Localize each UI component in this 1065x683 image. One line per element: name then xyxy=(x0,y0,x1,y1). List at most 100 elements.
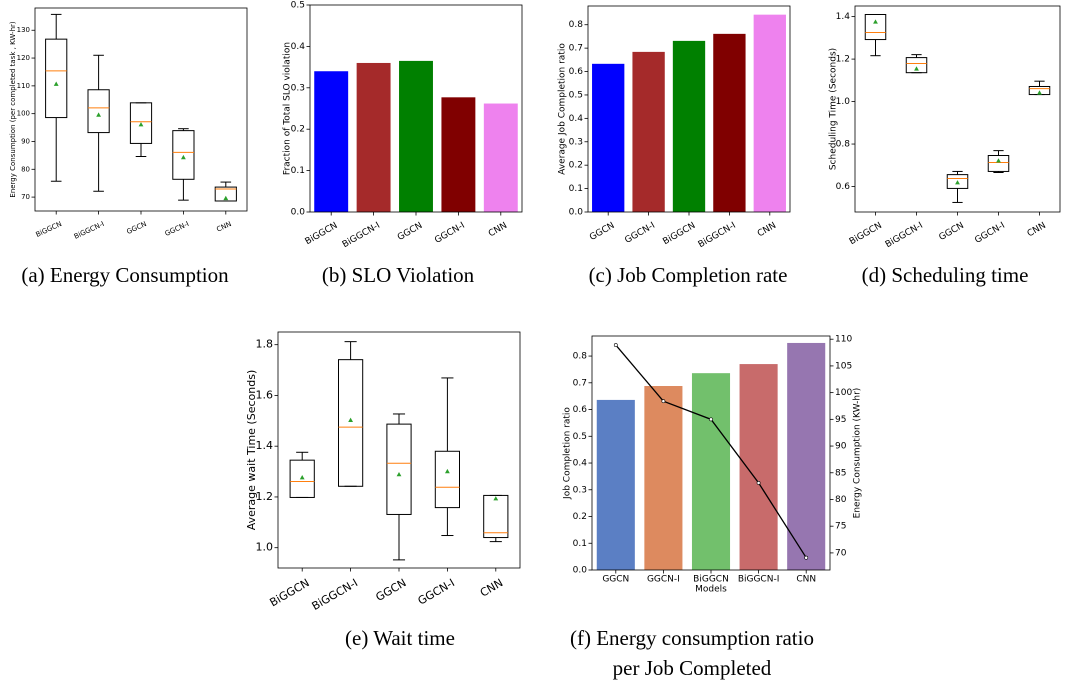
y2-tick-label: 90 xyxy=(835,442,847,452)
box xyxy=(987,150,1010,173)
y-tick-label: 0.1 xyxy=(569,184,583,194)
y2-tick-label: 75 xyxy=(835,522,846,532)
y-tick-label: 80 xyxy=(21,165,30,173)
line-marker xyxy=(709,417,713,422)
box xyxy=(214,181,237,202)
box-body xyxy=(289,459,315,498)
line-marker xyxy=(756,481,761,485)
mean-marker xyxy=(996,158,1001,163)
line-marker xyxy=(661,399,666,404)
x-tick-label: BiGGCN-I xyxy=(310,576,360,613)
box xyxy=(87,54,110,192)
y-tick-label: 0.4 xyxy=(569,114,584,124)
y-tick-label: 0.6 xyxy=(573,405,588,415)
box xyxy=(483,494,509,543)
y-tick-label: 0.2 xyxy=(569,161,583,171)
y-tick-label: 0.6 xyxy=(836,182,851,192)
y-tick-label: 0.8 xyxy=(836,140,851,150)
mean-marker xyxy=(873,19,878,24)
x-tick-label: GGCN-I xyxy=(433,221,466,246)
plot-frame xyxy=(309,4,523,213)
caption: (d) Scheduling time xyxy=(861,263,1029,287)
mean-marker xyxy=(223,195,229,201)
x-tick-label: GGCN xyxy=(937,221,965,243)
x-tick-label: BiGGCN-I xyxy=(73,220,106,241)
x-tick-label: BiGGCN xyxy=(35,220,64,239)
box xyxy=(434,377,460,537)
box-body xyxy=(45,38,68,119)
y-tick-label: 1.4 xyxy=(836,12,851,22)
bar xyxy=(356,62,391,213)
y-tick-label: 0.0 xyxy=(573,566,588,576)
x-tick-label: BiGGCN xyxy=(848,221,884,247)
x-tick-label: GGCN-I xyxy=(623,221,656,246)
caption: (b) SLO Violation xyxy=(321,263,475,287)
bar xyxy=(596,399,635,570)
bar xyxy=(644,386,683,570)
mean-marker xyxy=(96,112,101,117)
line-marker xyxy=(804,555,809,560)
y-tick-label: 0.1 xyxy=(573,539,587,549)
x-tick-label: GGCN xyxy=(588,221,616,243)
box-body xyxy=(483,494,509,539)
box xyxy=(338,341,364,487)
mean-marker xyxy=(445,468,450,474)
y-tick-label: 0.5 xyxy=(291,1,305,11)
plot-frame xyxy=(34,7,248,212)
x-tick-label: CNN xyxy=(487,221,509,240)
y2-tick-label: 110 xyxy=(835,335,852,345)
y-tick-label: 120 xyxy=(17,54,30,62)
x-tick-label: GGCN xyxy=(373,576,408,604)
box-body xyxy=(987,155,1010,172)
y2-axis-label: Energy Consumption (KW-hr) xyxy=(853,388,863,519)
y-tick-label: 1.2 xyxy=(836,55,850,65)
y-axis-label: Fraction of Total SLO violation xyxy=(283,42,293,175)
y-tick-label: 1.0 xyxy=(256,541,274,554)
x-tick-label: BiGGCN xyxy=(661,221,697,247)
x-tick-label: GGCN xyxy=(125,220,147,236)
x-tick-label: CNN xyxy=(756,221,778,240)
x-tick-label: CNN xyxy=(796,575,816,585)
x-tick-label: GGCN-I xyxy=(973,221,1006,246)
mean-marker xyxy=(1037,90,1042,95)
box xyxy=(946,170,969,203)
bar xyxy=(632,51,665,212)
box xyxy=(172,128,195,201)
caption: (e) Wait time xyxy=(345,626,455,650)
y-tick-label: 110 xyxy=(17,82,30,90)
box xyxy=(45,13,68,182)
y2-tick-label: 105 xyxy=(835,361,852,371)
mean-marker xyxy=(493,496,499,501)
y2-tick-label: 70 xyxy=(835,548,847,558)
bar xyxy=(713,33,746,213)
box-body xyxy=(214,186,237,202)
box-body xyxy=(338,359,364,487)
y2-tick-label: 80 xyxy=(835,495,847,505)
y-tick-label: 0.3 xyxy=(291,83,305,93)
bar xyxy=(753,14,786,213)
bar xyxy=(399,60,433,212)
y-tick-label: 0.2 xyxy=(291,125,305,135)
x-tick-label: BiGGCN-I xyxy=(697,221,738,250)
y-tick-label: 0.1 xyxy=(291,166,305,176)
box xyxy=(129,102,153,157)
x-tick-label: CNN xyxy=(478,576,505,599)
y-tick-label: 0.0 xyxy=(569,208,584,218)
y-tick-label: 1.6 xyxy=(256,388,274,401)
bar xyxy=(592,63,625,213)
box xyxy=(386,413,412,561)
bar xyxy=(691,373,731,570)
x-tick-label: BiGGCN xyxy=(693,575,729,585)
y2-tick-label: 85 xyxy=(835,468,846,478)
box xyxy=(905,54,928,74)
x-tick-label: GGCN-I xyxy=(164,220,191,238)
plot-frame xyxy=(854,5,1061,213)
box-body xyxy=(87,89,110,134)
y-tick-label: 1.2 xyxy=(256,490,274,503)
x-tick-label: BiGGCN-I xyxy=(884,221,925,250)
y-tick-label: 0.4 xyxy=(291,42,306,52)
mean-marker xyxy=(53,81,59,86)
y-tick-label: 0.8 xyxy=(569,20,584,30)
y-tick-label: 0.2 xyxy=(573,512,587,522)
